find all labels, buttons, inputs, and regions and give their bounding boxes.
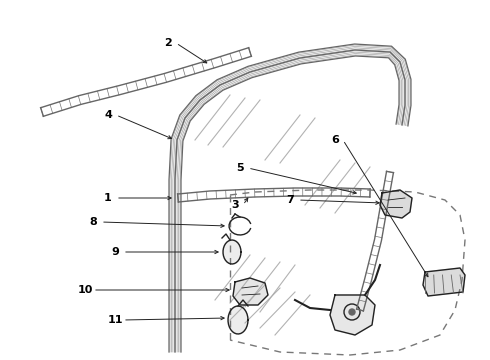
Text: 11: 11 xyxy=(107,315,123,325)
Polygon shape xyxy=(228,306,248,334)
Text: 4: 4 xyxy=(104,110,112,120)
Polygon shape xyxy=(423,268,465,296)
Text: 3: 3 xyxy=(231,200,239,210)
Text: 9: 9 xyxy=(111,247,119,257)
Text: 1: 1 xyxy=(104,193,112,203)
Polygon shape xyxy=(380,190,412,218)
Text: 2: 2 xyxy=(164,38,172,48)
Polygon shape xyxy=(233,278,268,305)
Text: 7: 7 xyxy=(286,195,294,205)
Polygon shape xyxy=(223,240,241,264)
Text: 6: 6 xyxy=(331,135,339,145)
Text: 5: 5 xyxy=(236,163,244,173)
Text: 8: 8 xyxy=(89,217,97,227)
Polygon shape xyxy=(330,295,375,335)
Text: 10: 10 xyxy=(77,285,93,295)
Circle shape xyxy=(349,309,355,315)
